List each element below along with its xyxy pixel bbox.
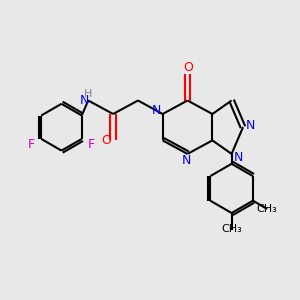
Text: H: H	[84, 89, 92, 99]
Text: CH₃: CH₃	[221, 224, 242, 235]
Text: N: N	[182, 154, 192, 167]
Text: F: F	[88, 138, 95, 151]
Text: N: N	[246, 119, 255, 132]
Text: O: O	[183, 61, 193, 74]
Text: F: F	[28, 138, 35, 151]
Text: N: N	[80, 94, 89, 107]
Text: O: O	[102, 134, 111, 147]
Text: CH₃: CH₃	[257, 204, 278, 214]
Text: N: N	[151, 104, 161, 117]
Text: N: N	[233, 151, 243, 164]
